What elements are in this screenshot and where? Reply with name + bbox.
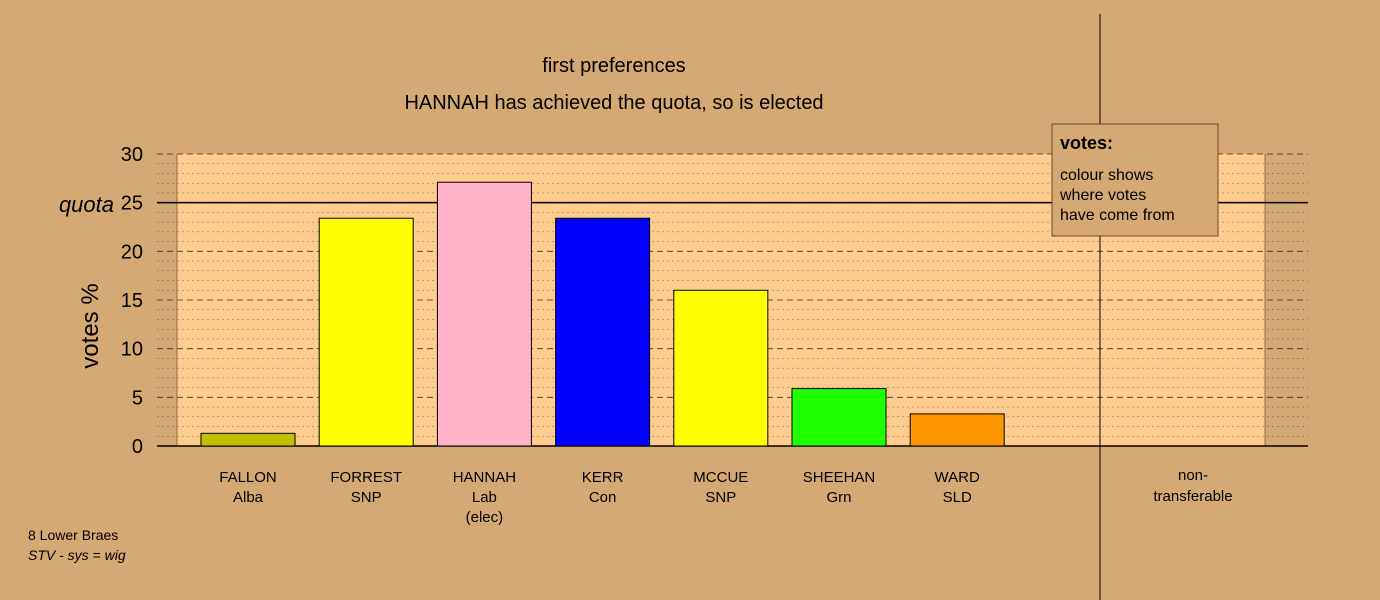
x-label-name: WARD [935,469,980,486]
x-label-party: Con [589,489,617,506]
y-tick-label: 0 [132,436,143,458]
bar-mccue [673,289,769,447]
x-label-party: SNP [351,489,382,506]
legend-box [1051,123,1219,237]
x-label-name: FALLON [219,469,277,486]
x-label-party: Alba [233,489,264,506]
x-label-party: Lab [472,489,497,506]
y-tick-label: 30 [121,144,143,166]
chart-title: first preferences [542,55,685,77]
x-label-nontransferable: transferable [1153,488,1232,505]
y-axis-label: votes % [77,283,104,368]
x-label-name: FORREST [330,469,402,486]
bar-hannah [436,181,532,447]
legend-line: have come from [1060,207,1175,224]
bar-sheehan [791,388,887,447]
legend-line: where votes [1059,187,1146,204]
x-label-note: (elec) [466,509,504,526]
x-label-name: MCCUE [693,469,748,486]
bar-forrest [318,217,414,447]
y-tick-label: 20 [121,241,143,263]
x-label-party: SNP [705,489,736,506]
x-label-name: SHEEHAN [803,469,876,486]
x-label-nontransferable: non- [1178,467,1208,484]
legend-title: votes: [1060,133,1113,153]
legend-line: colour shows [1060,167,1153,184]
bar-kerr [555,217,651,447]
y-tick-label: 15 [121,290,143,312]
x-label-party: SLD [943,489,972,506]
y-tick-labels: 0 5 10 15 20 25 30 [121,144,143,458]
x-label-name: HANNAH [453,469,516,486]
stv-system: STV - sys = wig [28,547,126,563]
bar-fallon [200,432,296,447]
chart-subtitle: HANNAH has achieved the quota, so is ele… [404,92,823,114]
quota-label: quota [59,192,114,217]
x-label-name: KERR [582,469,624,486]
y-tick-label: 5 [132,387,143,409]
x-label-party: Grn [826,489,851,506]
ward-name: 8 Lower Braes [28,527,118,543]
legend: votes: colour shows where votes have com… [1051,123,1219,237]
y-tick-label: 10 [121,339,143,361]
x-category-labels: FALLON Alba FORREST SNP HANNAH Lab (elec) KERR C… [219,467,1232,526]
bars [200,181,1005,447]
y-tick-label: 25 [121,193,143,215]
bar-ward [909,413,1005,447]
